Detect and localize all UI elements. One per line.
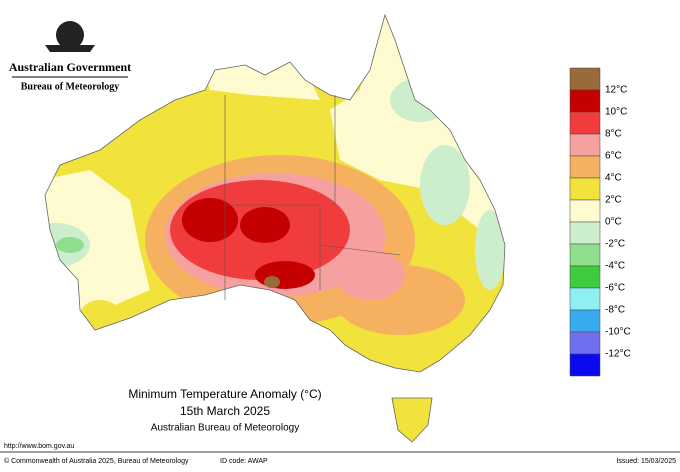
- map-title: Minimum Temperature Anomaly (°C): [128, 387, 321, 401]
- tasmania: [391, 397, 433, 443]
- legend-swatch: [569, 353, 601, 377]
- legend-swatch: [569, 309, 601, 333]
- legend-label: -4°C: [605, 261, 625, 272]
- legend-label: 12°C: [605, 85, 627, 96]
- legend-swatch: [569, 243, 601, 267]
- legend-swatch: [569, 221, 601, 245]
- map-source: Australian Bureau of Meteorology: [151, 423, 299, 434]
- footer-issued: Issued: 15/03/2025: [616, 458, 676, 465]
- legend-label: 6°C: [605, 151, 622, 162]
- state-borders: [224, 95, 401, 300]
- legend-swatch: [569, 331, 601, 355]
- legend-swatch: [569, 133, 601, 157]
- legend-label: 10°C: [605, 107, 627, 118]
- footer-url: http://www.bom.gov.au: [4, 443, 74, 450]
- legend-swatch: [569, 265, 601, 289]
- logo: [45, 21, 95, 52]
- footer-id: ID code: AWAP: [220, 458, 268, 465]
- legend-label: -2°C: [605, 239, 625, 250]
- legend: 12°C 10°C 8°C 6°C 4°C 2°C 0°C -2°C -4°C -6°C -8°C -…: [569, 67, 631, 377]
- header-subtitle: Bureau of Meteorology: [21, 81, 120, 92]
- legend-swatch: [569, 177, 601, 201]
- legend-swatch: [569, 111, 601, 135]
- legend-swatch: [569, 89, 601, 113]
- coastline: [44, 13, 506, 373]
- legend-label: -8°C: [605, 305, 625, 316]
- legend-label: -12°C: [605, 349, 631, 360]
- footer-copyright: © Commonwealth of Australia 2025, Bureau…: [4, 457, 189, 465]
- legend-swatch: [569, 67, 601, 91]
- map-date: 15th March 2025: [180, 404, 270, 418]
- legend-label: 2°C: [605, 195, 622, 206]
- legend-label: 8°C: [605, 129, 622, 140]
- legend-label: -10°C: [605, 327, 631, 338]
- legend-swatch: [569, 199, 601, 223]
- legend-label: 0°C: [605, 217, 622, 228]
- legend-label: -6°C: [605, 283, 625, 294]
- legend-swatch: [569, 155, 601, 179]
- legend-swatch: [569, 287, 601, 311]
- legend-label: 4°C: [605, 173, 622, 184]
- header-title: Australian Government: [9, 60, 131, 74]
